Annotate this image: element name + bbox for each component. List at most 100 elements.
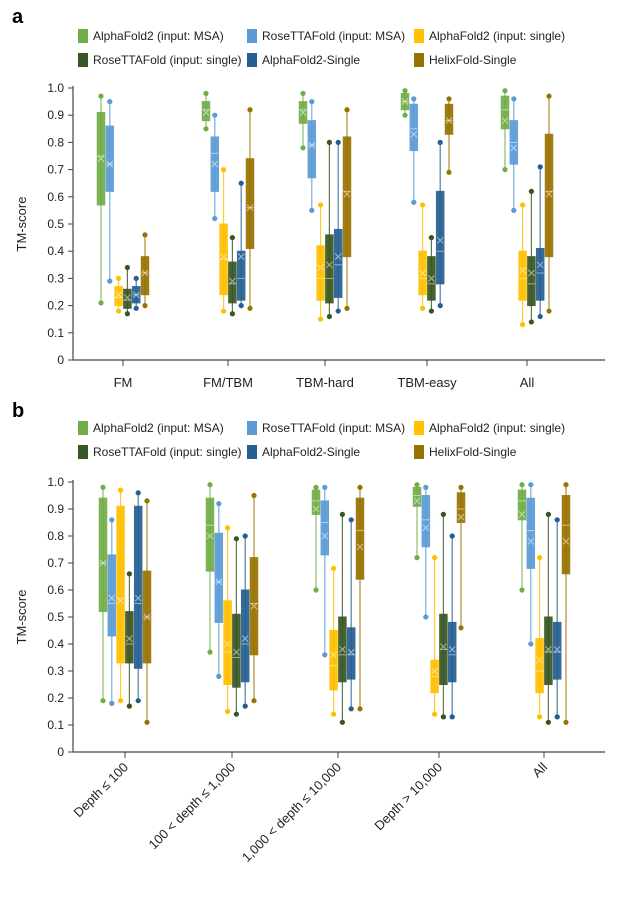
legend-swatch [247, 29, 257, 43]
y-tick-label: 0.6 [47, 583, 64, 597]
data-point [519, 587, 525, 593]
data-point [242, 703, 248, 709]
legend-item: AlphaFold2-Single [247, 445, 360, 459]
data-point [458, 625, 464, 631]
mean-marker [422, 524, 430, 532]
box-2-0 [116, 487, 125, 704]
box [421, 495, 431, 548]
mean-marker [117, 597, 124, 605]
box-4-0 [133, 490, 143, 704]
box-5-1 [245, 107, 255, 311]
data-point [537, 714, 543, 720]
data-point [142, 303, 148, 309]
data-point [221, 308, 227, 314]
data-point [107, 99, 113, 105]
box-0-0 [98, 484, 108, 704]
box-4-2 [333, 139, 343, 314]
legend-item: HelixFold-Single [414, 445, 516, 459]
y-tick-label: 0.4 [47, 637, 64, 651]
box [316, 245, 325, 301]
data-point [135, 698, 141, 704]
box [133, 505, 143, 669]
box-2-1 [223, 525, 232, 715]
data-point [326, 313, 332, 320]
mean-marker [241, 635, 249, 642]
data-point [318, 316, 324, 322]
box [320, 500, 330, 556]
box-1-3 [409, 96, 419, 205]
mean-marker [518, 511, 526, 518]
legend-swatch [78, 53, 88, 67]
box-5-2 [355, 484, 365, 712]
y-tick-label: 0.8 [47, 529, 64, 543]
box-0-1 [205, 482, 215, 655]
data-point [233, 536, 239, 542]
data-point [229, 235, 235, 241]
mean-marker [97, 155, 105, 163]
data-point [116, 275, 122, 281]
data-point [357, 484, 363, 490]
data-point [335, 139, 341, 145]
data-point [449, 714, 455, 720]
legend-item: RoseTTAFold (input: MSA) [247, 421, 405, 435]
data-point [339, 511, 345, 517]
legend-item: AlphaFold2 (input: single) [414, 29, 565, 43]
x-tick-label: Depth > 10,000 [371, 760, 445, 834]
legend-label: HelixFold-Single [429, 53, 517, 67]
box-2-3 [418, 202, 427, 311]
mean-marker [330, 651, 337, 659]
box-1-1 [210, 112, 220, 222]
box-0-4 [500, 88, 510, 173]
mean-marker [347, 648, 355, 656]
data-point [520, 202, 526, 208]
box [228, 261, 237, 304]
box-4-3 [435, 139, 445, 309]
data-point [331, 711, 337, 717]
data-point [402, 112, 408, 118]
box [140, 256, 150, 296]
panel-label-b: b [12, 400, 25, 422]
data-point [440, 714, 446, 720]
y-tick-label: 0.4 [47, 244, 64, 258]
legend-label: AlphaFold2 (input: single) [429, 29, 566, 43]
mean-marker [343, 190, 351, 198]
data-point [216, 501, 222, 507]
legend-item: RoseTTAFold (input: single) [78, 53, 242, 67]
mean-marker [115, 291, 122, 299]
box [447, 621, 457, 683]
box [535, 638, 544, 694]
data-point [133, 275, 139, 281]
mean-marker [545, 646, 552, 653]
data-point [554, 714, 560, 720]
data-point [545, 719, 552, 725]
legend-item: RoseTTAFold (input: MSA) [247, 29, 405, 43]
box-3-4 [527, 188, 536, 325]
data-point [344, 107, 350, 113]
y-tick-label: 0.6 [47, 190, 64, 204]
box-5-2 [342, 107, 352, 311]
data-point [300, 145, 306, 151]
y-tick-label: 0.5 [47, 610, 64, 624]
data-point [124, 264, 130, 271]
mean-marker [334, 253, 342, 260]
legend-label: RoseTTAFold (input: MSA) [262, 29, 406, 43]
box [307, 120, 317, 179]
box [311, 489, 321, 515]
data-point [449, 533, 455, 539]
data-point [225, 708, 231, 715]
data-point [109, 700, 115, 707]
box [342, 136, 352, 258]
data-point [144, 719, 150, 725]
data-point [116, 308, 122, 314]
data-point [520, 322, 526, 328]
box-2-1 [219, 167, 228, 314]
box [535, 247, 545, 301]
box-4-2 [346, 517, 356, 712]
mean-marker [124, 294, 131, 301]
mean-marker [233, 648, 240, 656]
data-point [511, 207, 517, 213]
data-point [238, 303, 244, 309]
chart-panel-a: 0 0.1 0.2 0.3 0.4 0.5 0.6 0.7 0.8 0.9 1.0 TM-score F… [14, 81, 605, 390]
box-5-1 [249, 492, 259, 704]
